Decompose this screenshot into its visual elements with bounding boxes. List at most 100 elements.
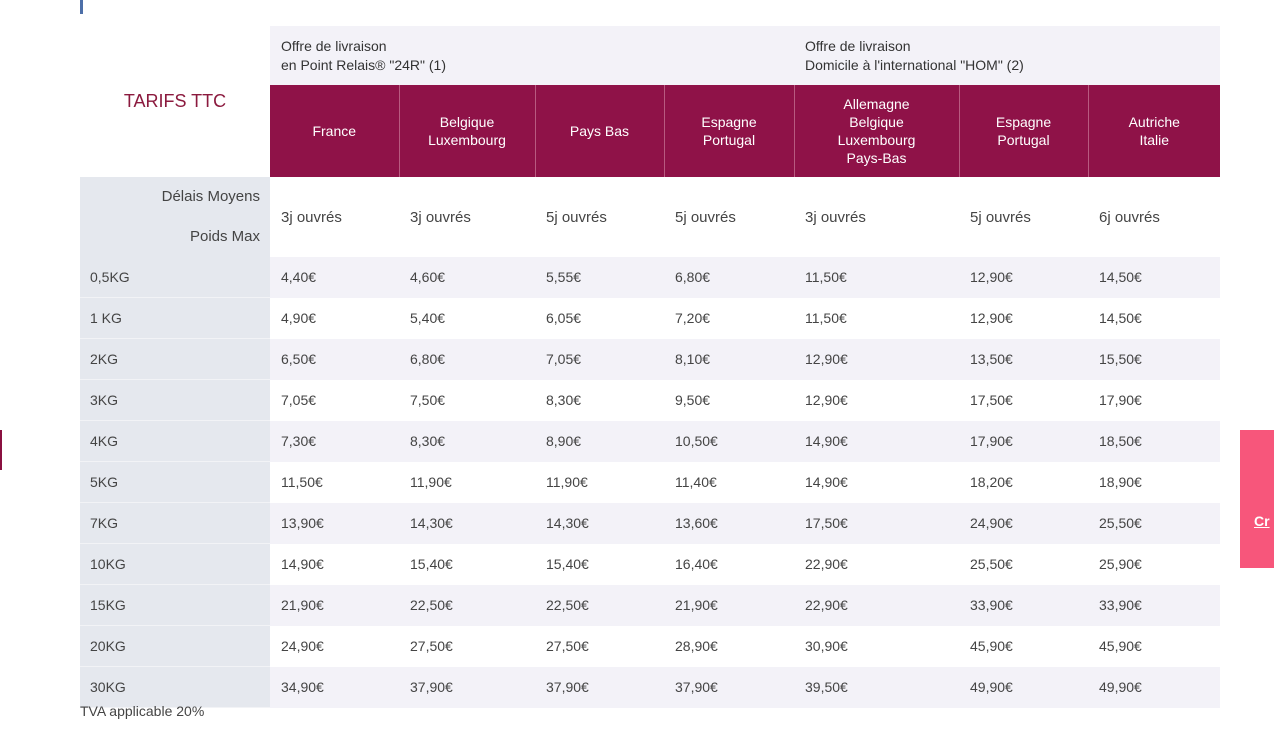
price-cell: 8,30€ (399, 420, 535, 462)
price-cell: 7,05€ (270, 379, 399, 421)
price-cell: 17,50€ (794, 502, 959, 544)
price-cell: 4,90€ (270, 297, 399, 339)
price-cell: 27,50€ (535, 625, 664, 667)
price-cell: 17,90€ (959, 420, 1088, 462)
price-cell: 37,90€ (664, 666, 794, 708)
weight-label: Poids Max (189, 228, 260, 245)
price-cell: 11,50€ (794, 257, 959, 298)
price-cell: 13,60€ (664, 502, 794, 544)
destination-name: Belgique (439, 114, 495, 130)
weight-cell: 7KG (80, 502, 270, 544)
table-row: 3KG 7,05€ 7,50€ 8,30€ 9,50€ 12,90€ 17,50€ 17,90… (80, 379, 1221, 421)
price-cell: 8,30€ (535, 379, 664, 421)
destination-name: Pays-Bas (846, 150, 907, 166)
weight-cell: 10KG (80, 543, 270, 585)
weight-cell: 1 KG (80, 297, 270, 339)
price-cell: 21,90€ (270, 584, 399, 626)
top-accent-bar (80, 0, 83, 14)
destination-name: Allemagne (843, 96, 910, 112)
price-cell: 21,90€ (664, 584, 794, 626)
price-cell: 49,90€ (1088, 666, 1221, 708)
side-tab-label[interactable]: Cr (1254, 513, 1270, 529)
table-row: 4KG 7,30€ 8,30€ 8,90€ 10,50€ 14,90€ 17,90€ 18,5… (80, 420, 1221, 462)
destination-name: Portugal (997, 132, 1050, 148)
price-cell: 15,50€ (1088, 338, 1221, 380)
offer-home-line-2: Domicile à l'international "HOM" (2) (805, 56, 1024, 73)
price-cell: 14,50€ (1088, 297, 1221, 339)
offer-home-header: Offre de livraison Domicile à l'internat… (794, 26, 1221, 85)
price-cell: 27,50€ (399, 625, 535, 667)
price-cell: 13,50€ (959, 338, 1088, 380)
destination-header: Belgique Luxembourg (398, 85, 535, 177)
price-cell: 33,90€ (959, 584, 1088, 626)
table-row: 20KG 24,90€ 27,50€ 27,50€ 28,90€ 30,90€ 45,90€… (80, 625, 1221, 667)
price-cell: 12,90€ (959, 297, 1088, 339)
destination-header: Allemagne Belgique Luxembourg Pays-Bas (793, 85, 959, 177)
price-cell: 37,90€ (535, 666, 664, 708)
destination-header: Autriche Italie (1087, 85, 1221, 177)
tariff-table: TARIFS TTC Offre de livraison en Point R… (80, 26, 1221, 708)
destination-header: Espagne Portugal (958, 85, 1088, 177)
delay-label: Délais Moyens (161, 188, 260, 205)
price-cell: 12,90€ (794, 379, 959, 421)
destination-name: Espagne (995, 114, 1052, 130)
weight-cell: 0,5KG (80, 257, 270, 298)
destination-name: Belgique (849, 114, 904, 130)
side-feedback-tab[interactable]: Cr (1240, 430, 1274, 568)
price-cell: 24,90€ (959, 502, 1088, 544)
price-cell: 22,50€ (535, 584, 664, 626)
weight-cell: 2KG (80, 338, 270, 380)
table-row: 2KG 6,50€ 6,80€ 7,05€ 8,10€ 12,90€ 13,50€ 15,50… (80, 338, 1221, 380)
price-cell: 22,50€ (399, 584, 535, 626)
price-cell: 8,10€ (664, 338, 794, 380)
price-cell: 14,90€ (270, 543, 399, 585)
delay-cell: 5j ouvrés (664, 177, 794, 257)
table-row: 30KG 34,90€ 37,90€ 37,90€ 37,90€ 39,50€ 49,90€… (80, 666, 1221, 708)
weight-cell: 3KG (80, 379, 270, 421)
table-row: 15KG 21,90€ 22,50€ 22,50€ 21,90€ 22,90€ 33,90€… (80, 584, 1221, 626)
price-cell: 6,80€ (664, 257, 794, 298)
price-cell: 6,05€ (535, 297, 664, 339)
destination-name: Autriche (1128, 114, 1180, 130)
delay-cell: 3j ouvrés (270, 177, 399, 257)
table-row: 7KG 13,90€ 14,30€ 14,30€ 13,60€ 17,50€ 24,90€ 2… (80, 502, 1221, 544)
price-cell: 11,50€ (270, 461, 399, 503)
offer-relais-line-1: Offre de livraison (281, 37, 387, 54)
table-row: 5KG 11,50€ 11,90€ 11,90€ 11,40€ 14,90€ 18,20€ 1… (80, 461, 1221, 503)
offer-home-line-1: Offre de livraison (805, 37, 911, 54)
price-cell: 15,40€ (399, 543, 535, 585)
left-edge-marker (0, 430, 2, 470)
price-cell: 33,90€ (1088, 584, 1221, 626)
destination-name: Luxembourg (428, 132, 506, 148)
destination-name: Luxembourg (837, 132, 916, 148)
price-cell: 34,90€ (270, 666, 399, 708)
delay-row: Délais Moyens Poids Max 3j ouvrés 3j ouvr… (80, 177, 1221, 257)
delay-cell: 3j ouvrés (794, 177, 959, 257)
table-title: TARIFS TTC (80, 26, 270, 177)
price-cell: 11,90€ (399, 461, 535, 503)
price-cell: 18,90€ (1088, 461, 1221, 503)
weight-cell: 4KG (80, 420, 270, 462)
destination-header: France (270, 85, 399, 177)
weight-cell: 15KG (80, 584, 270, 626)
weight-cell: 30KG (80, 666, 270, 708)
destination-header-row: France Belgique Luxembourg Pays Bas Espagne P… (80, 85, 1221, 177)
price-cell: 45,90€ (959, 625, 1088, 667)
price-cell: 6,80€ (399, 338, 535, 380)
price-cell: 30,90€ (794, 625, 959, 667)
price-cell: 11,50€ (794, 297, 959, 339)
price-cell: 11,90€ (535, 461, 664, 503)
table-row: 0,5KG 4,40€ 4,60€ 5,55€ 6,80€ 11,50€ 12,90€ 14,… (80, 257, 1221, 298)
weight-cell: 5KG (80, 461, 270, 503)
delay-cell: 5j ouvrés (535, 177, 664, 257)
price-cell: 8,90€ (535, 420, 664, 462)
price-cell: 13,90€ (270, 502, 399, 544)
price-cell: 15,40€ (535, 543, 664, 585)
vat-footnote: TVA applicable 20% (80, 703, 205, 719)
price-cell: 25,90€ (1088, 543, 1221, 585)
price-cell: 14,30€ (535, 502, 664, 544)
price-cell: 17,50€ (959, 379, 1088, 421)
price-cell: 11,40€ (664, 461, 794, 503)
price-cell: 7,30€ (270, 420, 399, 462)
price-cell: 14,30€ (399, 502, 535, 544)
